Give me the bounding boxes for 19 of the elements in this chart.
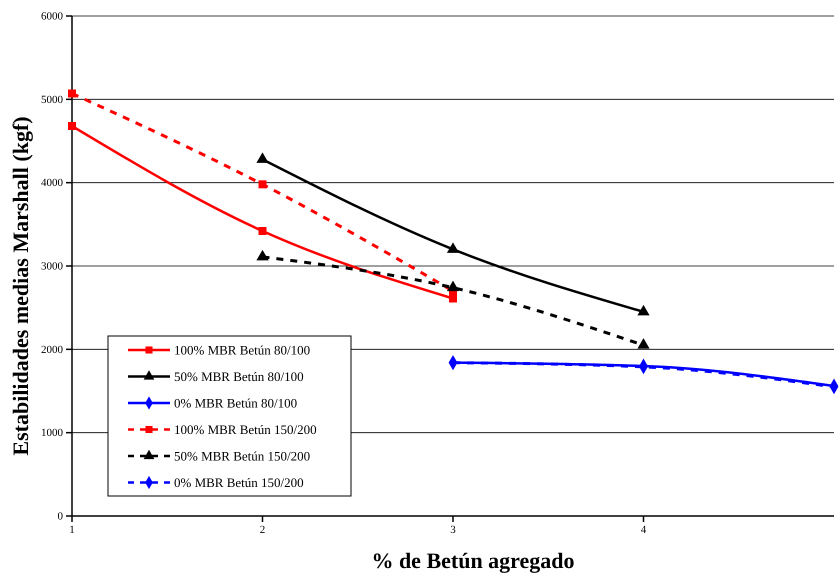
legend-label: 0% MBR Betún 80/100 xyxy=(174,396,298,410)
x-tick-label: 1 xyxy=(69,524,75,536)
y-tick-label: 4000 xyxy=(41,177,64,190)
legend-label: 100% MBR Betún 150/200 xyxy=(174,422,317,437)
legend-label: 50% MBR Betún 150/200 xyxy=(174,448,310,464)
x-tick-label: 4 xyxy=(640,524,647,536)
y-axis-title: Estabilidades medias Marshall (kgf) xyxy=(8,116,33,456)
x-tick-label: 3 xyxy=(450,524,456,536)
y-tick-label: 6000 xyxy=(41,10,64,23)
y-tick-label: 0 xyxy=(58,510,64,523)
legend-label: 50% MBR Betún 80/100 xyxy=(174,369,304,384)
x-tick-label: 2 xyxy=(260,524,266,536)
y-tick-label: 2000 xyxy=(41,344,64,356)
x-axis-title: % de Betún agregado xyxy=(371,548,575,573)
legend-label: 0% MBR Betún 150/200 xyxy=(174,475,304,490)
legend-label: 100% MBR Betún 80/100 xyxy=(174,342,310,358)
y-tick-label: 3000 xyxy=(41,260,64,273)
y-tick-label: 5000 xyxy=(41,94,64,106)
y-tick-label: 1000 xyxy=(41,427,64,440)
